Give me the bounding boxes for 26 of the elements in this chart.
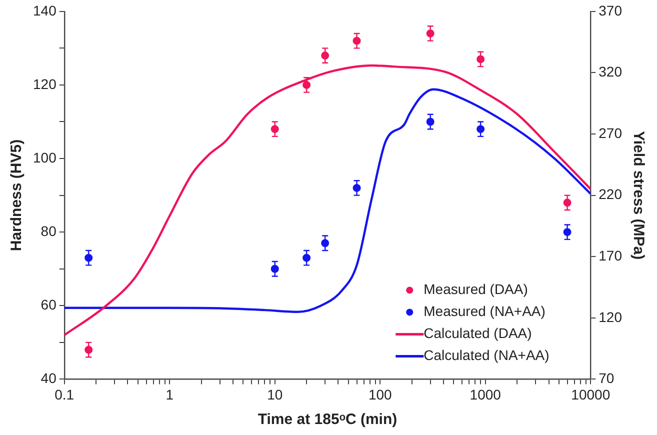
x-axis-title: Time at 185ᵒC (min)	[258, 411, 398, 428]
y-tick-label: 120	[33, 76, 57, 92]
x-tick-label: 1000	[470, 386, 502, 402]
y2-tick-label: 320	[598, 64, 622, 80]
x-tick-label: 0.1	[54, 386, 74, 402]
legend-label: Calculated (NA+AA)	[424, 347, 550, 364]
x-tick-label: 10	[267, 386, 283, 402]
y-tick-label: 40	[40, 370, 57, 386]
y2-tick-label: 270	[598, 124, 622, 141]
x-tick-label: 10000	[571, 386, 610, 402]
y2-tick-label: 220	[598, 186, 622, 202]
y-axis-title: Hardness (HV5)	[8, 139, 26, 252]
y-tick-label: 140	[33, 2, 57, 18]
y-tick-label: 60	[40, 296, 57, 312]
legend-label: Measured (NA+AA)	[424, 303, 546, 320]
y2-axis-title: Yield stress (MPa)	[630, 130, 647, 260]
x-tick-label: 100	[368, 386, 392, 402]
y2-tick-label: 370	[598, 2, 622, 18]
y2-tick-label: 70	[598, 370, 614, 386]
y-tick-label: 80	[40, 222, 57, 239]
y2-tick-label: 170	[598, 247, 622, 264]
legend-label: Measured (DAA)	[424, 281, 528, 298]
y-tick-label: 100	[33, 149, 57, 166]
x-tick-label: 1	[166, 386, 174, 402]
legend-label: Calculated (DAA)	[424, 325, 532, 342]
y2-tick-label: 120	[598, 308, 622, 325]
